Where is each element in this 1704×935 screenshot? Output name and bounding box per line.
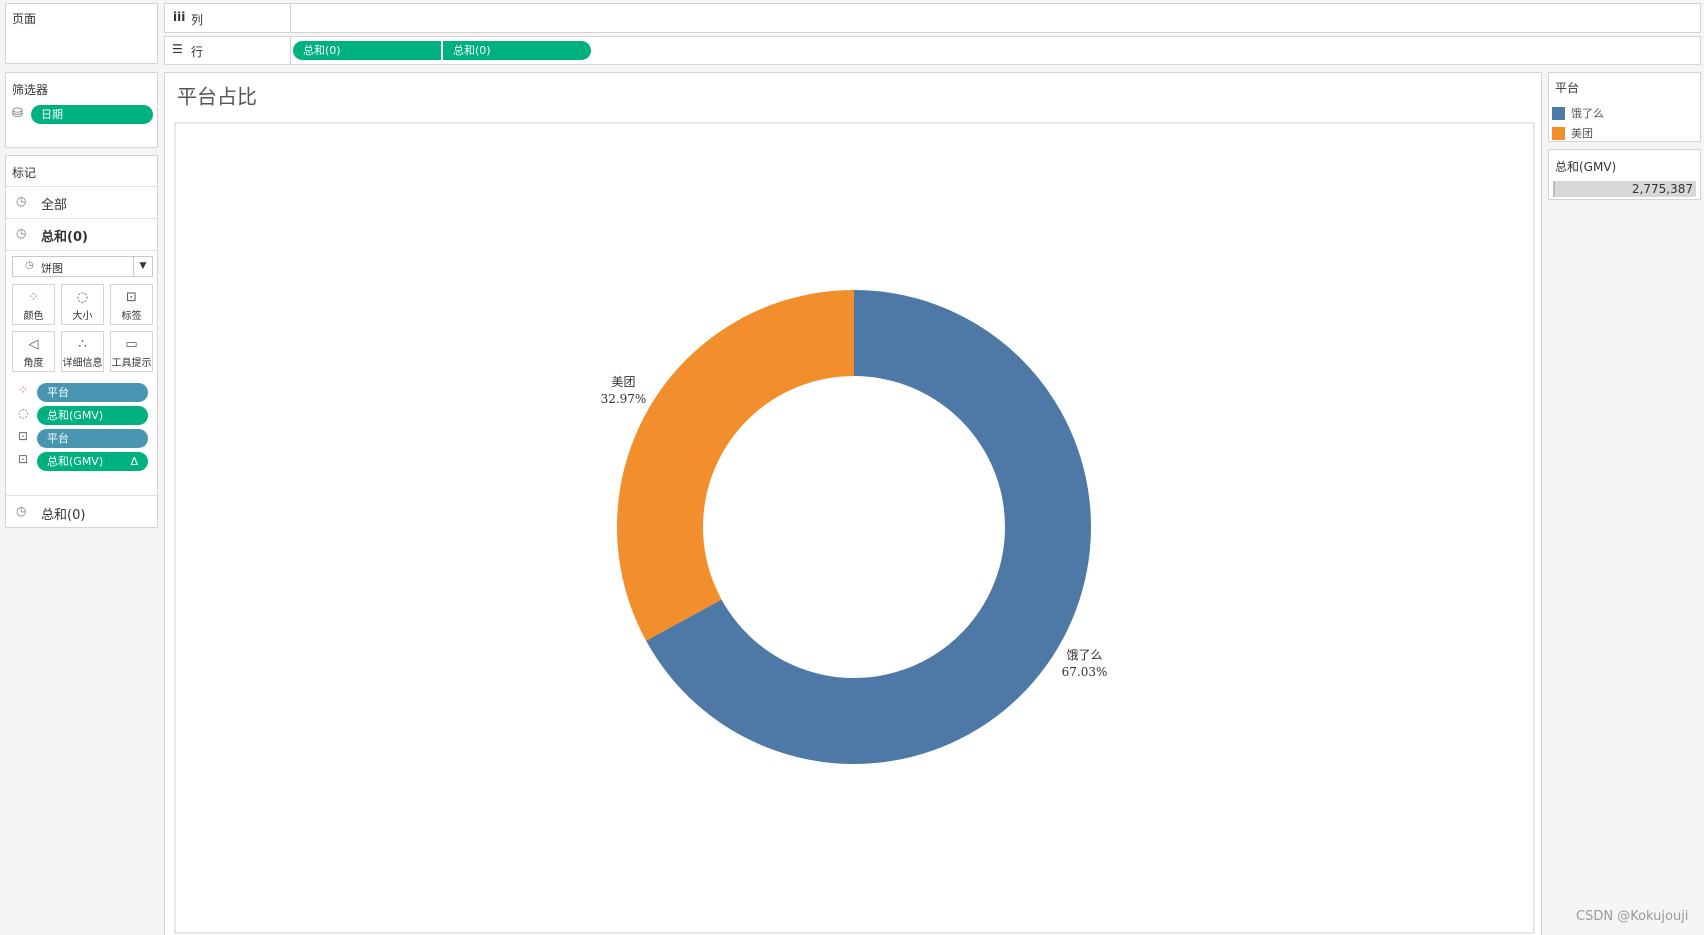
legend-label: 美团 [1571, 127, 1593, 140]
legend-swatch [1552, 106, 1565, 120]
row-pill[interactable]: 总和(0) [443, 41, 591, 60]
icon: ◌ [76, 290, 89, 305]
button-label: 大小 [72, 311, 93, 322]
separator [6, 218, 157, 219]
pie-icon: ◷ [16, 194, 27, 208]
field-name: 总和(GMV) [47, 455, 104, 468]
legend-items: 饿了么 美团 [1552, 103, 1604, 143]
marks-current[interactable]: 总和(0) [41, 230, 88, 245]
field-pill[interactable]: 平台 [37, 383, 148, 402]
donut-slice [617, 290, 854, 641]
columns-icon: iii [173, 10, 186, 24]
marks-bottom[interactable]: 总和(0) [41, 508, 86, 523]
icon: ⁘ [28, 290, 39, 305]
legend-item[interactable]: 饿了么 [1552, 103, 1604, 123]
view: 平台占比 饿了么 67.03% 美团 32.97% [164, 72, 1542, 935]
rows-label: 行 [191, 45, 204, 59]
tooltip-button[interactable]: ▭ 工具提示 [110, 331, 153, 372]
color-icon: ⁘ [18, 383, 29, 397]
separator [6, 250, 157, 251]
marks-card: 标记 ◷ 全部 ◷ 总和(0) ◷ 饼图 ▼ ⁘ 颜色 ◌ 大小 ⊡ 标签 ◁ 角度 ∴… [5, 155, 158, 528]
marks-all[interactable]: 全部 [41, 198, 68, 213]
color-legend: 平台 饿了么美团 [1548, 72, 1701, 142]
size-button[interactable]: ◌ 大小 [61, 284, 104, 325]
row-pill[interactable]: 总和(0) [293, 41, 441, 60]
donut-slice [646, 290, 1091, 764]
size-legend-value: 2,775,387 [1631, 182, 1693, 196]
icon: ⊡ [126, 290, 137, 305]
table-calc-delta: Δ [130, 455, 138, 468]
filters-card: 筛选器 ⛁ 日期 [5, 72, 158, 148]
legend-title: 平台 [1555, 81, 1580, 95]
detail-button[interactable]: ∴ 详细信息 [61, 331, 104, 372]
slice-category-label: 饿了么 [1067, 648, 1103, 662]
size-legend-title: 总和(GMV) [1555, 160, 1617, 174]
separator [6, 186, 157, 187]
mark-type: 饼图 [41, 262, 63, 275]
dropdown-arrow: ▼ [133, 257, 152, 276]
pages-title: 页面 [12, 12, 37, 26]
field-pill[interactable]: 平台 [37, 429, 148, 448]
chart-title: 平台占比 [177, 85, 257, 109]
watermark: CSDN @Kokujouji [1576, 909, 1689, 924]
slice-category-label: 美团 [611, 375, 635, 389]
filters-title: 筛选器 [12, 83, 49, 97]
pie-icon: ◷ [16, 226, 27, 240]
pie-icon: ◷ [25, 260, 34, 271]
size-legend: 总和(GMV) 2,775,387 [1548, 149, 1701, 200]
marks-title: 标记 [12, 166, 37, 180]
label-icon: ⊡ [18, 429, 29, 443]
icon: ◁ [28, 337, 39, 352]
angle-button[interactable]: ◁ 角度 [12, 331, 55, 372]
pages-card: 页面 [5, 3, 158, 64]
filter-icon: ⛁ [12, 106, 23, 121]
legend-swatch [1552, 126, 1565, 140]
button-label: 颜色 [23, 311, 44, 322]
size-legend-bar: 2,775,387 [1553, 181, 1696, 197]
field-pill[interactable]: 总和(GMV) Δ [37, 452, 148, 471]
pie-icon: ◷ [16, 504, 27, 518]
filter-pill[interactable]: 日期 [31, 105, 153, 124]
plot-frame [174, 122, 1535, 934]
columns-shelf[interactable]: iii 列 [164, 3, 1701, 33]
mark-type-dropdown[interactable]: ◷ 饼图 ▼ [12, 256, 153, 277]
slice-value-label: 32.97% [601, 392, 647, 406]
columns-label: 列 [191, 13, 204, 27]
button-label: 工具提示 [111, 358, 152, 369]
shelf-divider [290, 37, 291, 64]
button-label: 角度 [23, 358, 44, 369]
label-button[interactable]: ⊡ 标签 [110, 284, 153, 325]
field-pill[interactable]: 总和(GMV) [37, 406, 148, 425]
rows-icon: ☰ [172, 42, 183, 56]
legend-item[interactable]: 美团 [1552, 123, 1604, 143]
label-icon: ⊡ [18, 452, 29, 466]
size-icon: ◌ [18, 406, 29, 420]
color-button[interactable]: ⁘ 颜色 [12, 284, 55, 325]
button-label: 详细信息 [62, 358, 103, 369]
slice-value-label: 67.03% [1062, 665, 1108, 679]
separator [6, 495, 157, 496]
icon: ▭ [125, 337, 138, 352]
legend-label: 饿了么 [1571, 107, 1604, 120]
button-label: 标签 [121, 311, 142, 322]
chart: 平台占比 饿了么 67.03% 美团 32.97% [174, 85, 1535, 934]
shelf-divider [290, 4, 291, 32]
icon: ∴ [78, 337, 87, 352]
rows-shelf[interactable]: ☰ 行 总和(0) 总和(0) [164, 36, 1701, 65]
